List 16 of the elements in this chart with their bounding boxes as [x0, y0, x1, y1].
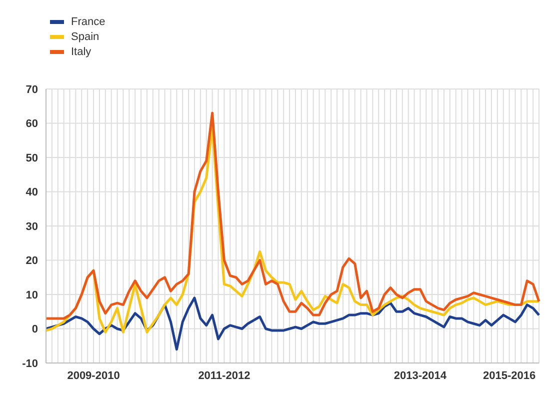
x-tick-label: 2009-2010 [67, 370, 120, 382]
y-tick-label: 10 [26, 289, 38, 302]
x-tick-label: 2013-2014 [394, 370, 448, 382]
y-tick-label: 20 [26, 255, 38, 268]
y-tick-label: 40 [26, 186, 38, 199]
y-tick-label: 0 [32, 324, 38, 336]
y-tick-label: 30 [26, 220, 38, 233]
y-tick-label: -10 [22, 358, 38, 370]
x-tick-label: 2011-2012 [198, 370, 250, 382]
y-tick-label: 60 [26, 118, 38, 130]
legend-label: Italy [71, 46, 92, 58]
x-tick-label: 2015-2016 [482, 370, 536, 382]
y-tick-label: 70 [26, 84, 38, 96]
y-tick-label: 50 [26, 152, 38, 164]
legend-label: France [71, 16, 106, 28]
legend-label: Spain [71, 30, 100, 42]
